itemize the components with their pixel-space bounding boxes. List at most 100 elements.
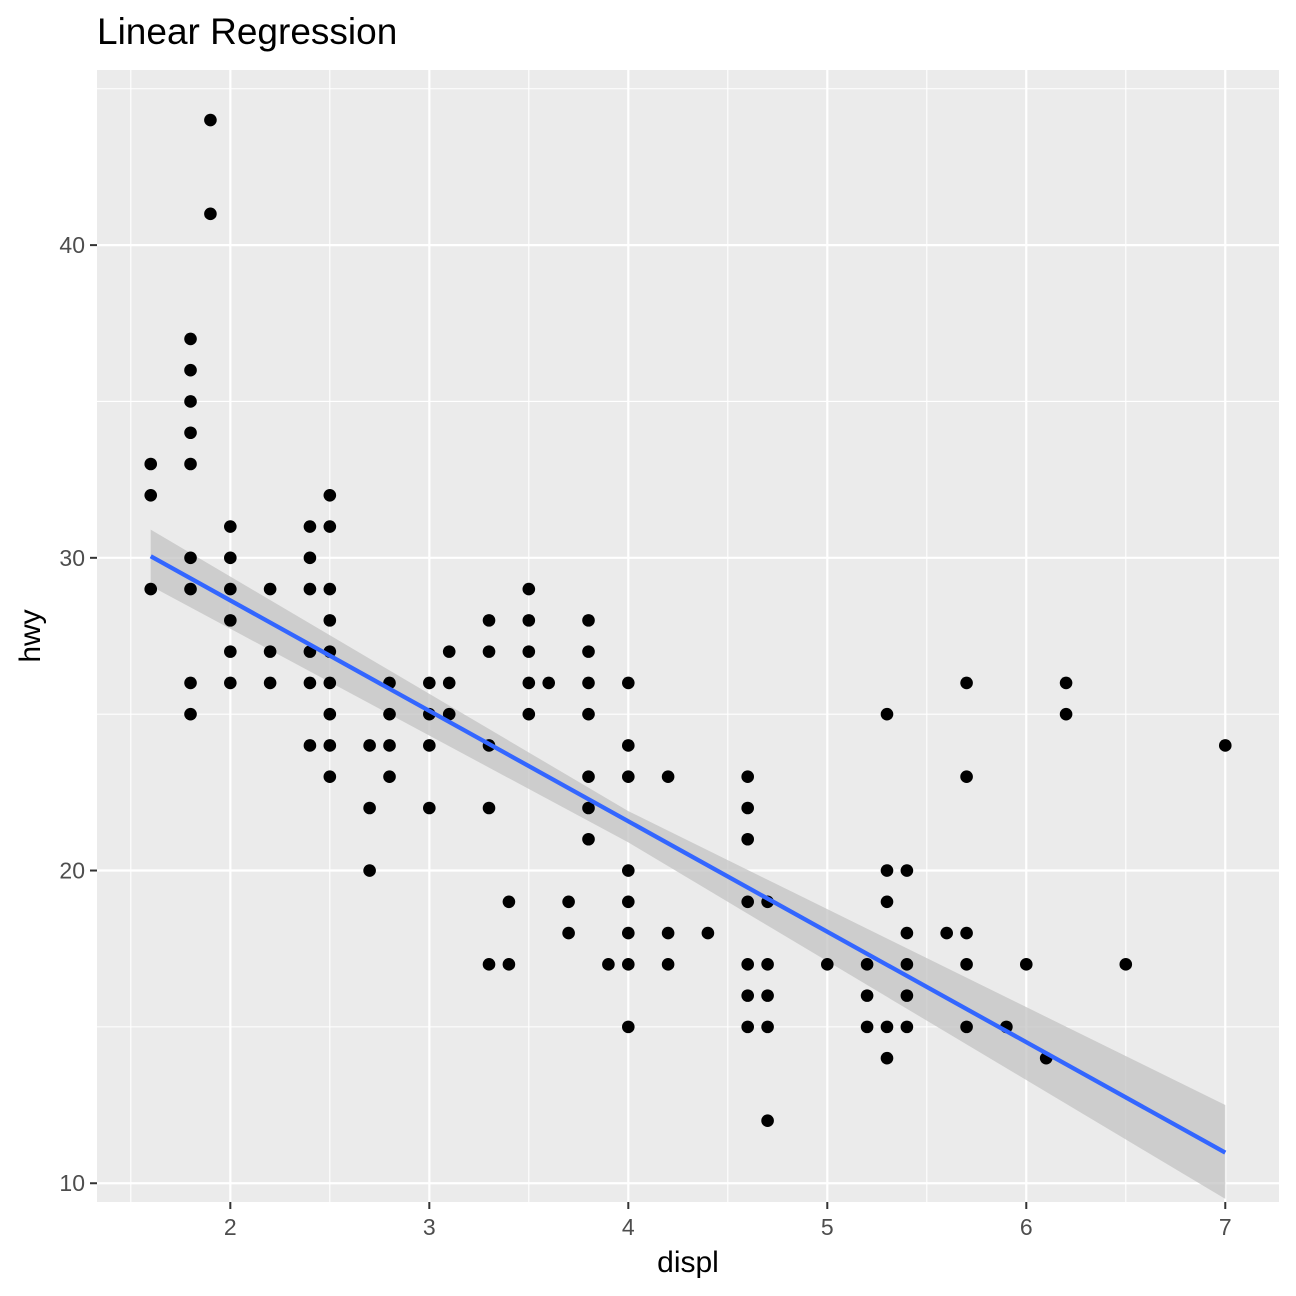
- data-point: [542, 676, 556, 690]
- data-point: [860, 958, 874, 971]
- data-point: [224, 520, 237, 533]
- data-point: [562, 895, 575, 909]
- data-point: [900, 989, 914, 1002]
- data-point: [562, 926, 575, 940]
- data-point: [880, 707, 894, 721]
- data-point: [522, 614, 536, 627]
- data-point: [363, 739, 376, 752]
- data-point: [423, 801, 436, 815]
- data-point: [323, 520, 337, 533]
- data-point: [582, 801, 595, 815]
- data-point: [423, 676, 436, 690]
- data-point: [661, 958, 675, 971]
- data-point: [880, 1051, 894, 1065]
- y-axis: 10 20 30 40: [59, 232, 97, 1196]
- data-point: [582, 614, 595, 627]
- y-tick-label: 10: [59, 1170, 85, 1196]
- x-tick-label: 4: [622, 1214, 635, 1240]
- data-point: [184, 582, 197, 596]
- data-point: [303, 520, 317, 533]
- data-point: [701, 926, 715, 940]
- x-axis-title: displ: [657, 1246, 719, 1279]
- data-point: [323, 488, 337, 502]
- x-tick-label: 2: [224, 1214, 237, 1240]
- data-point: [622, 770, 635, 784]
- y-tick-label: 30: [59, 545, 85, 571]
- data-point: [1019, 958, 1033, 971]
- data-point: [184, 332, 197, 346]
- data-point: [482, 958, 496, 971]
- data-point: [303, 551, 317, 565]
- data-point: [1059, 707, 1073, 721]
- data-point: [442, 645, 456, 658]
- data-point: [502, 958, 516, 971]
- data-point: [323, 582, 337, 596]
- data-point: [960, 1020, 973, 1034]
- data-point: [1119, 958, 1133, 971]
- data-point: [741, 895, 754, 909]
- data-point: [622, 739, 635, 752]
- data-point: [363, 864, 376, 877]
- data-point: [761, 958, 774, 971]
- data-point: [960, 770, 973, 784]
- data-point: [442, 676, 456, 690]
- major-gridlines: [97, 70, 1279, 1202]
- data-point: [960, 958, 973, 971]
- x-tick-label: 7: [1219, 1214, 1232, 1240]
- data-point: [820, 958, 834, 971]
- data-point: [184, 426, 197, 440]
- data-point: [184, 707, 197, 721]
- data-point: [184, 457, 197, 471]
- data-point: [263, 645, 277, 658]
- data-point: [482, 614, 496, 627]
- data-point: [880, 864, 894, 877]
- data-point: [323, 739, 337, 752]
- y-tick-label: 40: [59, 232, 85, 258]
- data-point: [622, 926, 635, 940]
- data-point: [442, 707, 456, 721]
- data-point: [661, 770, 675, 784]
- data-point: [144, 582, 158, 596]
- data-point: [423, 739, 436, 752]
- data-point: [661, 926, 675, 940]
- data-point: [502, 895, 516, 909]
- data-point: [263, 676, 277, 690]
- data-point: [900, 926, 914, 940]
- data-point: [582, 707, 595, 721]
- scatter-points: [144, 113, 1232, 1127]
- data-point: [940, 926, 953, 940]
- data-point: [522, 645, 536, 658]
- data-point: [900, 958, 914, 971]
- data-point: [761, 1114, 774, 1127]
- data-point: [761, 1020, 774, 1034]
- data-point: [582, 770, 595, 784]
- data-point: [303, 582, 317, 596]
- data-point: [741, 770, 754, 784]
- data-point: [741, 801, 754, 815]
- data-point: [960, 926, 973, 940]
- data-point: [263, 582, 277, 596]
- data-point: [323, 614, 337, 627]
- data-point: [522, 676, 536, 690]
- x-axis: 2 3 4 5 6 7: [224, 1202, 1232, 1240]
- data-point: [582, 676, 595, 690]
- data-point: [1218, 739, 1232, 752]
- data-point: [960, 676, 973, 690]
- data-point: [761, 989, 774, 1002]
- data-point: [622, 958, 635, 971]
- data-point: [860, 989, 874, 1002]
- data-point: [880, 1020, 894, 1034]
- data-point: [741, 1020, 754, 1034]
- data-point: [224, 551, 237, 565]
- data-point: [582, 645, 595, 658]
- data-point: [860, 1020, 874, 1034]
- data-point: [482, 801, 496, 815]
- data-point: [383, 707, 396, 721]
- confidence-ribbon: [150, 529, 1226, 1199]
- data-point: [144, 488, 158, 502]
- data-point: [323, 770, 337, 784]
- data-point: [582, 832, 595, 846]
- data-point: [184, 551, 197, 565]
- data-point: [323, 676, 337, 690]
